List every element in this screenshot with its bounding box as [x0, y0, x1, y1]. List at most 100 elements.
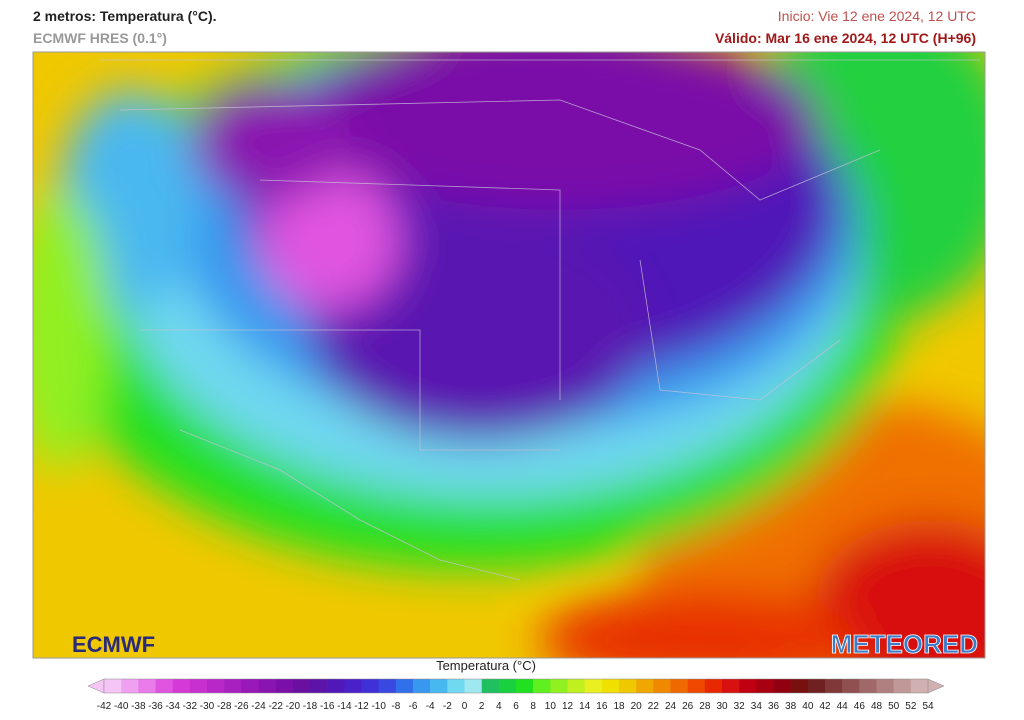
colorbar-swatch: [825, 679, 843, 693]
colorbar-swatch: [773, 679, 791, 693]
colorbar-swatch: [842, 679, 860, 693]
colorbar-tick-label: 26: [682, 701, 694, 712]
colorbar-swatch: [807, 679, 826, 693]
colorbar-tick-label: -40: [114, 701, 129, 712]
colorbar-swatch: [138, 679, 156, 693]
colorbar-tick-label: 24: [665, 701, 677, 712]
colorbar-swatch: [653, 679, 671, 693]
colorbar-tick-label: 18: [613, 701, 625, 712]
colorbar-swatch: [172, 679, 191, 693]
colorbar-tick-label: 4: [496, 701, 502, 712]
colorbar-swatch: [687, 679, 706, 693]
colorbar-swatch: [893, 679, 912, 693]
colorbar-tick-label: 38: [785, 701, 797, 712]
colorbar-frame: [103, 678, 929, 694]
ecmwf-logo: ECMWF: [72, 632, 155, 657]
colorbar-tick-label: -22: [268, 701, 283, 712]
colorbar-tick-label: -28: [217, 701, 232, 712]
colorbar-tick-label: -42: [97, 701, 112, 712]
colorbar-tick-label: -16: [320, 701, 335, 712]
colorbar-swatch: [344, 679, 362, 693]
colorbar-swatch: [464, 679, 482, 693]
colorbar-arrow-left: [87, 678, 105, 694]
borders: [100, 59, 980, 581]
colorbar-tick-label: 12: [562, 701, 574, 712]
colorbar-swatch: [361, 679, 379, 693]
colorbar-tick-label: -36: [148, 701, 163, 712]
colorbar-swatch: [310, 679, 328, 693]
colorbar-tick-label: 10: [545, 701, 557, 712]
colorbar-swatch: [790, 679, 809, 693]
colorbar-swatch: [550, 679, 568, 693]
colorbar-swatch: [876, 679, 894, 693]
colorbar-swatch: [121, 679, 139, 693]
colorbar-tick-label: 50: [888, 701, 900, 712]
colorbar-swatch: [859, 679, 877, 693]
colorbar-tick-label: 32: [734, 701, 746, 712]
colorbar-tick-label: -20: [286, 701, 301, 712]
colorbar-tick-label: -26: [234, 701, 249, 712]
colorbar-tick-label: -34: [165, 701, 180, 712]
init-time: Inicio: Vie 12 ene 2024, 12 UTC: [777, 8, 976, 24]
colorbar-swatch: [533, 679, 551, 693]
colorbar-tick-label: -38: [131, 701, 146, 712]
temperature-field: [33, 52, 985, 658]
colorbar-tick-label: 46: [854, 701, 866, 712]
colorbar-tick-label: 0: [462, 701, 468, 712]
colorbar-swatch: [104, 679, 122, 693]
colorbar-swatch: [722, 679, 740, 693]
colorbar-tick-label: 16: [596, 701, 608, 712]
colorbar-swatch: [756, 679, 774, 693]
colorbar-swatch: [516, 679, 534, 693]
colorbar-swatch: [910, 679, 929, 693]
colorbar-tick-label: -6: [409, 701, 418, 712]
colorbar-swatch: [327, 679, 345, 693]
colorbar-tick-label: 2: [479, 701, 485, 712]
colorbar-tick-label: 22: [648, 701, 660, 712]
colorbar-tick-label: 44: [837, 701, 849, 712]
colorbar-tick-label: 42: [819, 701, 831, 712]
colorbar-swatch: [155, 679, 173, 693]
colorbar-tick-label: -2: [443, 701, 452, 712]
colorbar-tick-label: 36: [768, 701, 780, 712]
colorbar-swatch: [601, 679, 620, 693]
colorbar-swatch: [241, 679, 259, 693]
colorbar-tick-label: 52: [905, 701, 917, 712]
colorbar-swatch: [275, 679, 294, 693]
title: 2 metros: Temperatura (°C).: [33, 8, 217, 24]
colorbar-tick-label: -24: [251, 701, 266, 712]
colorbar-swatch: [395, 679, 414, 693]
colorbar-tick-label: 8: [530, 701, 536, 712]
colorbar-swatch: [584, 679, 603, 693]
colorbar-tick-label: -30: [200, 701, 215, 712]
colorbar-tick-label: 54: [922, 701, 934, 712]
colorbar-swatch: [207, 679, 225, 693]
colorbar-swatch: [481, 679, 500, 693]
colorbar-tick-label: 34: [751, 701, 763, 712]
subtitle: ECMWF HRES (0.1°): [33, 30, 167, 46]
colorbar-tick-label: -12: [354, 701, 369, 712]
colorbar-swatch: [498, 679, 517, 693]
colorbar-swatch: [430, 679, 448, 693]
colorbar-swatch: [739, 679, 757, 693]
colorbar-tick-label: 14: [579, 701, 591, 712]
colorbar-tick-label: 28: [699, 701, 711, 712]
colorbar-swatch: [378, 679, 397, 693]
colorbar-swatch: [619, 679, 637, 693]
colorbar-swatch: [447, 679, 465, 693]
colorbar-swatch: [189, 679, 208, 693]
colorbar: -42 -40 -38 -36 -34 -32 -30 -28 -26 -24 -22 -20 -18-…: [87, 678, 945, 712]
colorbar-tick-label: -8: [391, 701, 400, 712]
colorbar-label: Temperatura (°C): [436, 658, 536, 673]
colorbar-swatch: [258, 679, 276, 693]
colorbar-swatch: [567, 679, 585, 693]
colorbar-arrow-right: [927, 678, 945, 694]
colorbar-swatch: [413, 679, 431, 693]
colorbar-swatch: [704, 679, 723, 693]
colorbar-swatch: [670, 679, 688, 693]
colorbar-tick-label: -10: [371, 701, 386, 712]
colorbar-tick-label: -14: [337, 701, 352, 712]
colorbar-swatch: [224, 679, 242, 693]
